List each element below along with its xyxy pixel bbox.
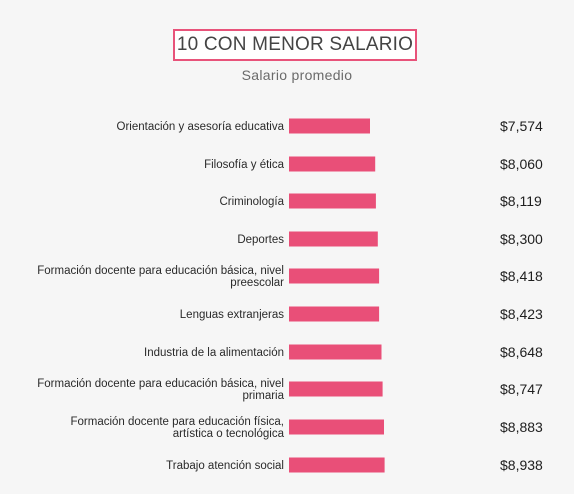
category-label-7: Industria de la alimentación <box>144 347 284 359</box>
value-label-2: $8,060 <box>500 156 543 172</box>
bar-6 <box>289 306 380 322</box>
category-label-4: Deportes <box>237 234 284 246</box>
category-label-2: Filosofía y ética <box>204 159 284 171</box>
value-label-4: $8,300 <box>500 231 543 247</box>
bar-10 <box>289 457 385 473</box>
category-label-9: Formación docente para educación física,… <box>70 416 284 440</box>
bar-1 <box>289 118 370 134</box>
value-label-7: $8,648 <box>500 344 543 360</box>
bar-9 <box>289 419 384 435</box>
chart-subtitle: Salario promedio <box>241 67 353 83</box>
category-label-8: Formación docente para educación básica,… <box>37 378 284 402</box>
value-label-3: $8,119 <box>500 193 542 209</box>
category-label-3: Criminología <box>219 196 284 208</box>
category-label-10: Trabajo atención social <box>166 460 284 472</box>
value-label-8: $8,747 <box>500 381 543 397</box>
value-label-9: $8,883 <box>500 419 543 435</box>
value-label-10: $8,938 <box>500 457 543 473</box>
value-label-5: $8,418 <box>500 268 543 284</box>
bar-3 <box>289 193 376 209</box>
value-label-1: $7,574 <box>500 118 543 134</box>
bar-5 <box>289 268 380 284</box>
bar-8 <box>289 381 383 397</box>
category-label-5: Formación docente para educación básica,… <box>37 265 284 289</box>
value-label-6: $8,423 <box>500 306 543 322</box>
bar-7 <box>289 344 382 360</box>
bar-4 <box>289 231 378 247</box>
chart-title: 10 CON MENOR SALARIO <box>173 29 417 61</box>
category-label-1: Orientación y asesoría educativa <box>117 121 285 133</box>
bar-2 <box>289 156 376 172</box>
category-label-6: Lenguas extranjeras <box>180 309 284 321</box>
